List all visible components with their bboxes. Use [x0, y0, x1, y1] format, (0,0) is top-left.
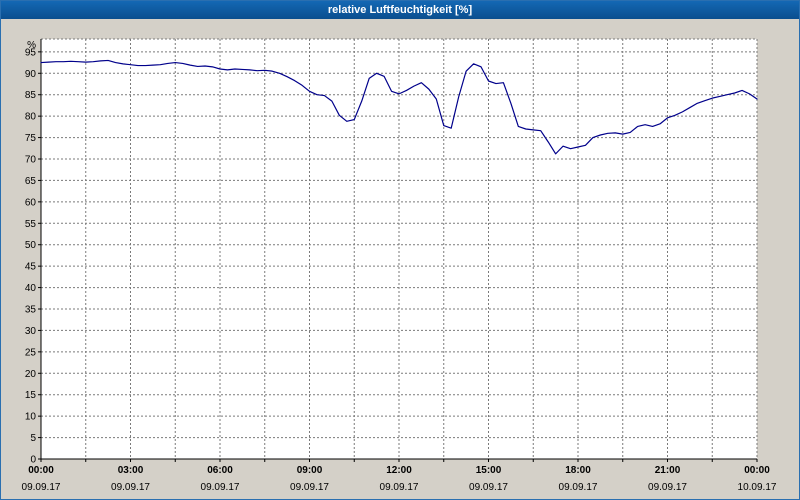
svg-text:21:00: 21:00	[655, 465, 681, 476]
chart-area: 5 10 15 20 25 30 35 40 45 50 55 60 65 70 75 80 85 90 95 0% 0…	[1, 19, 799, 499]
svg-text:30: 30	[25, 326, 37, 337]
svg-text:09.09.17: 09.09.17	[111, 482, 150, 493]
svg-text:25: 25	[25, 347, 37, 358]
humidity-line	[40, 59, 758, 155]
svg-text:12:00: 12:00	[386, 465, 412, 476]
svg-text:5: 5	[30, 433, 36, 444]
svg-text:09.09.17: 09.09.17	[559, 482, 598, 493]
svg-text:15:00: 15:00	[476, 465, 502, 476]
window-titlebar: relative Luftfeuchtigkeit [%]	[1, 1, 799, 19]
svg-text:06:00: 06:00	[207, 465, 233, 476]
svg-text:70: 70	[25, 155, 37, 166]
svg-text:65: 65	[25, 176, 37, 187]
svg-text:55: 55	[25, 219, 37, 230]
svg-text:95: 95	[25, 47, 37, 58]
svg-text:80: 80	[25, 112, 37, 123]
svg-text:09.09.17: 09.09.17	[380, 482, 419, 493]
svg-text:10.09.17: 10.09.17	[738, 482, 777, 493]
window-title: relative Luftfeuchtigkeit [%]	[327, 4, 473, 16]
svg-text:10: 10	[25, 412, 37, 423]
svg-text:09:00: 09:00	[297, 465, 323, 476]
svg-text:85: 85	[25, 90, 37, 101]
svg-text:09.09.17: 09.09.17	[290, 482, 329, 493]
svg-text:60: 60	[25, 197, 37, 208]
svg-text:15: 15	[25, 390, 37, 401]
svg-text:09.09.17: 09.09.17	[201, 482, 240, 493]
svg-text:09.09.17: 09.09.17	[648, 482, 687, 493]
svg-text:%: %	[27, 40, 36, 51]
svg-text:75: 75	[25, 133, 37, 144]
svg-text:09.09.17: 09.09.17	[22, 482, 61, 493]
svg-text:90: 90	[25, 69, 37, 80]
svg-text:09.09.17: 09.09.17	[469, 482, 508, 493]
svg-text:00:00: 00:00	[28, 465, 54, 476]
chart-svg: 5 10 15 20 25 30 35 40 45 50 55 60 65 70 75 80 85 90 95 0% 0…	[22, 38, 777, 493]
svg-text:20: 20	[25, 369, 37, 380]
svg-text:18:00: 18:00	[565, 465, 591, 476]
svg-text:00:00: 00:00	[744, 465, 770, 476]
svg-text:03:00: 03:00	[118, 465, 144, 476]
svg-text:35: 35	[25, 305, 37, 316]
svg-text:50: 50	[25, 240, 37, 251]
svg-text:40: 40	[25, 283, 37, 294]
svg-text:0: 0	[30, 455, 36, 466]
svg-text:45: 45	[25, 262, 37, 273]
